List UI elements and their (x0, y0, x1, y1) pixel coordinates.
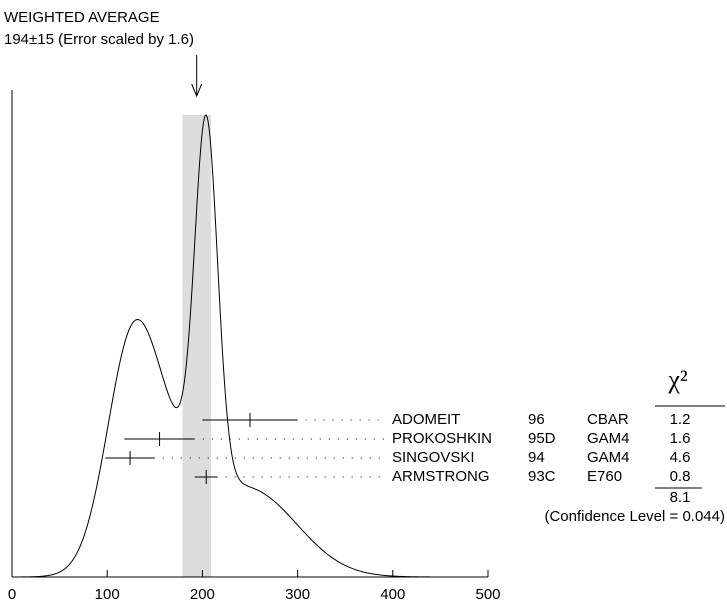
x-tick-label: 0 (8, 586, 16, 603)
x-tick-label: 300 (285, 586, 310, 603)
entry-year: 96 (528, 411, 545, 428)
entry-technique: E760 (587, 468, 622, 485)
entry-name: SINGOVSKI (392, 449, 475, 466)
entry-name: ADOMEIT (392, 411, 460, 428)
entry-year: 93C (528, 468, 556, 485)
chart-subtitle: 194±15 (Error scaled by 1.6) (4, 31, 194, 48)
entry-technique: CBAR (587, 411, 629, 428)
entry-name: PROKOSHKIN (392, 430, 492, 447)
entry-year: 94 (528, 449, 545, 466)
entry-chi2: 0.8 (670, 468, 691, 485)
x-tick-label: 200 (190, 586, 215, 603)
arrow-head (191, 83, 203, 98)
chart-title: WEIGHTED AVERAGE (4, 9, 160, 26)
x-tick-label: 400 (380, 586, 405, 603)
chi2-header: χ² (667, 365, 688, 394)
confidence-level: (Confidence Level = 0.044) (544, 508, 725, 525)
entry-technique: GAM4 (587, 430, 630, 447)
entry-name: ARMSTRONG (392, 468, 490, 485)
entry-chi2: 1.6 (670, 430, 691, 447)
x-tick-label: 500 (475, 586, 500, 603)
entry-chi2: 4.6 (670, 449, 691, 466)
x-tick-label: 100 (95, 586, 120, 603)
entry-year: 95D (528, 430, 556, 447)
chi2-total: 8.1 (670, 489, 691, 506)
ideogram-curve (12, 114, 488, 578)
entry-technique: GAM4 (587, 449, 630, 466)
average-band (182, 115, 211, 577)
entry-chi2: 1.2 (670, 411, 691, 428)
